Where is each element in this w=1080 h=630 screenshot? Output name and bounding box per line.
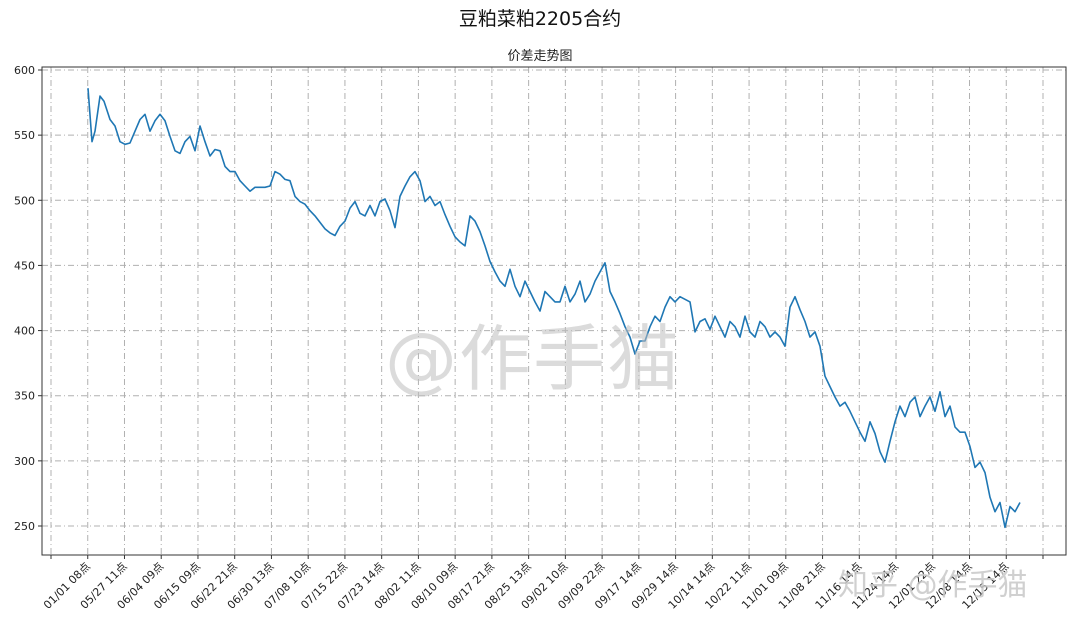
y-tick-label: 400 xyxy=(14,325,35,338)
y-axis: 250 300 350 400 450 500 550 600 xyxy=(14,64,42,533)
watermark-center: @作手猫 xyxy=(385,317,682,401)
y-tick-label: 500 xyxy=(14,194,35,207)
watermark-corner: 知乎 @作手猫 xyxy=(838,568,1028,603)
spread-line xyxy=(87,88,1021,529)
y-tick-label: 350 xyxy=(14,390,35,403)
chart-subtitle: 价差走势图 xyxy=(507,49,573,64)
y-tick-label: 550 xyxy=(14,129,35,142)
y-tick-label: 300 xyxy=(14,455,35,468)
chart-title: 豆粕菜粕2205合约 xyxy=(458,8,622,30)
y-tick-label: 250 xyxy=(14,520,35,533)
y-tick-label: 450 xyxy=(14,259,35,272)
y-tick-label: 600 xyxy=(14,64,35,77)
plot-frame xyxy=(41,66,1067,556)
grid-lines xyxy=(42,67,1066,555)
